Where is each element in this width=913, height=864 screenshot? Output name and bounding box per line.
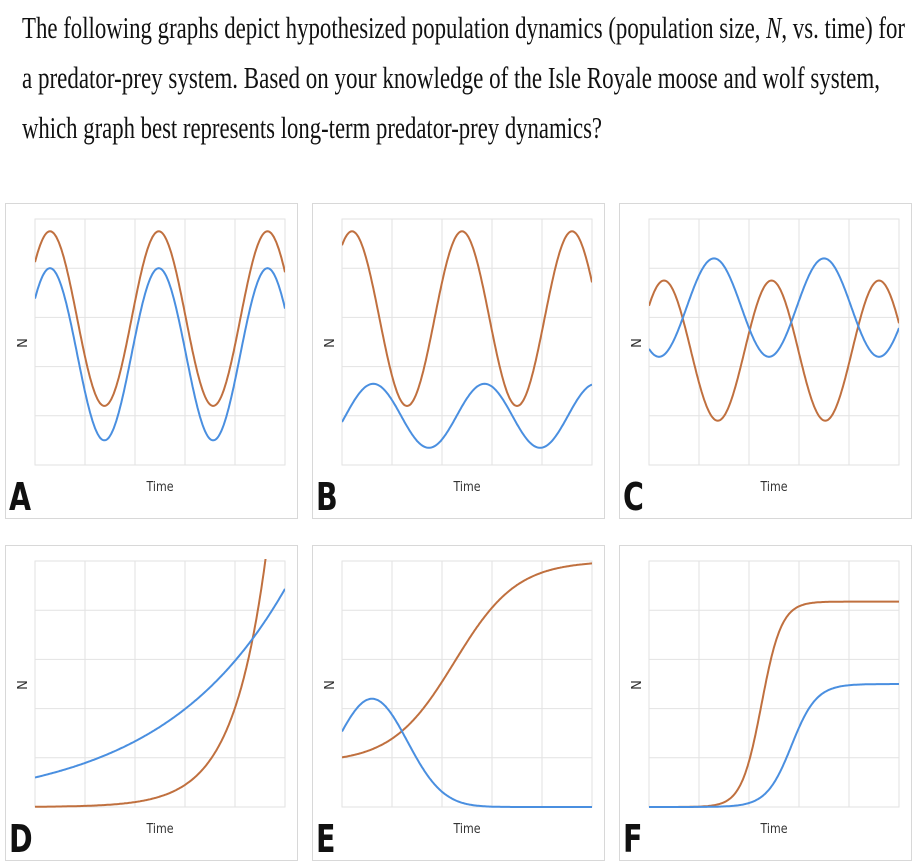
question-line: The following graphs depict hypothesized… bbox=[22, 10, 905, 45]
x-axis-label: Time bbox=[453, 821, 481, 836]
population-curve bbox=[649, 279, 899, 422]
panel-border bbox=[619, 545, 912, 861]
y-axis-label: N bbox=[630, 680, 645, 690]
panel-border bbox=[5, 545, 298, 861]
panel-border bbox=[312, 545, 605, 861]
y-axis-label: N bbox=[323, 680, 338, 690]
panel-border bbox=[619, 203, 912, 519]
y-axis-label: N bbox=[630, 338, 645, 348]
question-variable: N bbox=[765, 10, 783, 45]
plot-area bbox=[341, 218, 593, 466]
panel-letter: B bbox=[316, 475, 338, 519]
plot-area bbox=[34, 560, 286, 808]
graph-panel: N Time D bbox=[5, 545, 298, 861]
x-axis-label: Time bbox=[453, 479, 481, 494]
population-curve bbox=[342, 382, 592, 449]
graph-panel: N Time F bbox=[619, 545, 912, 861]
graph-panel: N Time A bbox=[5, 203, 298, 519]
population-curve bbox=[35, 230, 285, 407]
population-curve bbox=[649, 683, 899, 808]
panel-border bbox=[5, 203, 298, 519]
y-axis-label: N bbox=[16, 680, 31, 690]
plot-area bbox=[34, 218, 286, 466]
x-axis-label: Time bbox=[760, 479, 788, 494]
plot-area bbox=[341, 560, 593, 808]
question-line: a predator-prey system. Based on your kn… bbox=[22, 60, 880, 95]
plot-area bbox=[648, 218, 900, 466]
population-curve bbox=[342, 230, 592, 408]
question-text: , vs. time) for bbox=[781, 10, 905, 45]
population-curve bbox=[35, 588, 285, 779]
x-axis-label: Time bbox=[146, 479, 174, 494]
panel-letter: F bbox=[623, 817, 642, 861]
x-axis-label: Time bbox=[760, 821, 788, 836]
question-line: which graph best represents long-term pr… bbox=[22, 110, 602, 145]
y-axis-label: N bbox=[16, 338, 31, 348]
population-curve bbox=[649, 257, 899, 358]
question-text: The following graphs depict hypothesized… bbox=[22, 10, 766, 45]
panel-letter: E bbox=[316, 817, 335, 861]
panel-letter: A bbox=[9, 475, 31, 519]
graph-panel: N Time B bbox=[312, 203, 605, 519]
x-axis-label: Time bbox=[146, 821, 174, 836]
population-curve bbox=[35, 559, 267, 808]
population-curve bbox=[342, 697, 592, 808]
panel-letter: D bbox=[9, 817, 33, 861]
population-curve bbox=[35, 267, 285, 442]
graph-panel: N Time C bbox=[619, 203, 912, 519]
graph-panel: N Time E bbox=[312, 545, 605, 861]
panels: N Time A N Time B N Time C N Time D N Time E N Time F bbox=[5, 203, 912, 861]
population-curve bbox=[342, 562, 592, 759]
panel-letter: C bbox=[623, 475, 644, 519]
y-axis-label: N bbox=[323, 338, 338, 348]
panel-border bbox=[312, 203, 605, 519]
